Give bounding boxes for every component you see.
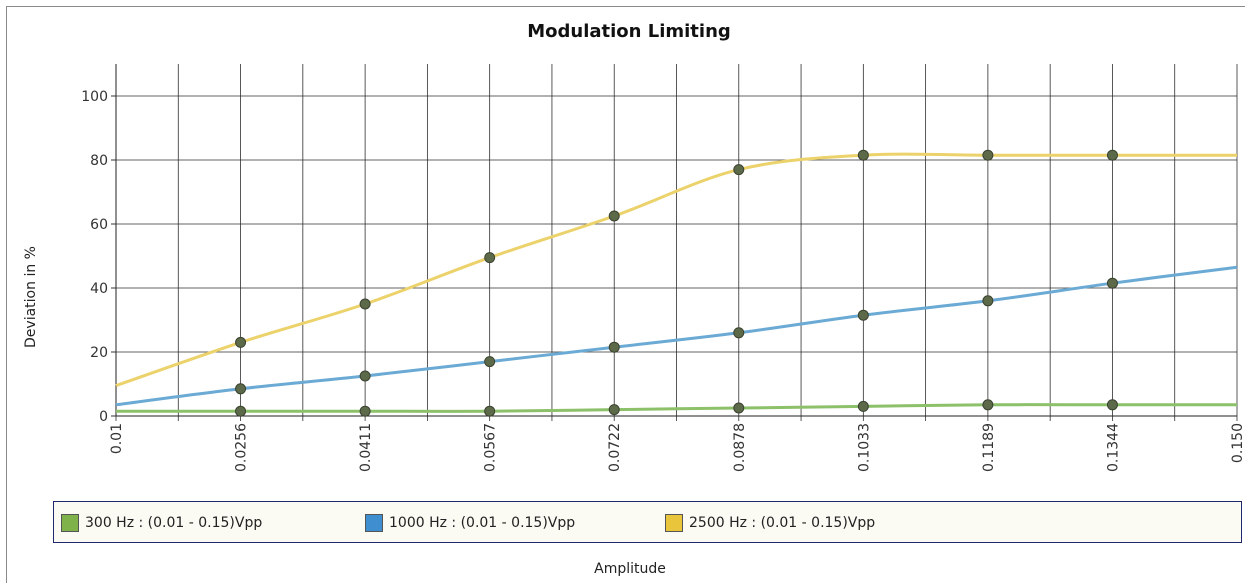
chart-title: Modulation Limiting: [527, 21, 731, 42]
y-axis-label: Deviation in %: [23, 246, 39, 348]
series-2-point: [484, 252, 496, 264]
series-2-point: [608, 210, 620, 222]
series-0-point: [733, 402, 745, 414]
series-2-point: [235, 336, 247, 348]
legend-label-1000hz: 1000 Hz : (0.01 - 0.15)Vpp: [389, 515, 576, 531]
legend: 300 Hz : (0.01 - 0.15)Vpp 1000 Hz : (0.0…: [53, 501, 1242, 543]
series-0-point: [1106, 399, 1118, 411]
series-0-point: [235, 405, 247, 417]
y-tick-label: 100: [81, 89, 108, 105]
legend-label-2500hz: 2500 Hz : (0.01 - 0.15)Vpp: [689, 515, 876, 531]
y-tick-label: 20: [90, 345, 108, 361]
grid: [115, 64, 1238, 421]
series-2-point: [1106, 149, 1118, 161]
series-1-point: [982, 295, 994, 307]
series-1-point: [484, 356, 496, 368]
series-2-point: [857, 149, 869, 161]
series-1-point: [235, 383, 247, 395]
x-axis-label: Amplitude: [594, 561, 666, 577]
series-0-point: [359, 405, 371, 417]
series-line-2: [115, 152, 1237, 388]
y-tick-label: 0: [99, 409, 108, 425]
legend-swatch-300hz: [61, 514, 79, 532]
legend-swatch-2500hz: [665, 514, 683, 532]
x-tick-label: 0.0411: [358, 423, 374, 472]
series-0-point: [608, 404, 620, 416]
x-tick-label: 0.0878: [732, 423, 748, 472]
series-2-point: [733, 164, 745, 176]
series-2-point: [982, 149, 994, 161]
y-tick-label: 60: [90, 217, 108, 233]
x-tick-label: 0.0722: [607, 423, 623, 472]
x-tick-labels: 0.01 0.0256 0.0411 0.0567 0.0722 0.0878 0.1033…: [109, 423, 1246, 472]
series-1-point: [359, 370, 371, 382]
series-1-point: [1106, 277, 1118, 289]
x-tick-label: 0.1189: [981, 423, 997, 472]
series-1-point: [857, 309, 869, 321]
x-tick-label: 0.0567: [483, 423, 499, 472]
series-line-1: [115, 265, 1238, 407]
x-tick-label: 0.1033: [856, 423, 872, 472]
legend-item-300hz: 300 Hz : (0.01 - 0.15)Vpp: [61, 512, 262, 534]
series-0-point: [484, 405, 496, 417]
series-1-point: [608, 341, 620, 353]
series-line-0: [116, 403, 1237, 413]
y-tick-labels: 0 20 40 60 80 100: [81, 89, 116, 425]
legend-swatch-1000hz: [365, 514, 383, 532]
x-tick-label: 0.01: [109, 423, 125, 454]
legend-label-300hz: 300 Hz : (0.01 - 0.15)Vpp: [85, 515, 263, 531]
series-0-point: [857, 400, 869, 412]
y-tick-label: 40: [90, 281, 108, 297]
series-2-point: [359, 298, 371, 310]
x-tick-label: 0.0256: [234, 423, 250, 472]
y-tick-label: 80: [90, 153, 108, 169]
series-1-point: [733, 327, 745, 339]
x-tick-label: 0.150: [1230, 423, 1246, 463]
legend-item-2500hz: 2500 Hz : (0.01 - 0.15)Vpp: [665, 512, 875, 534]
series-0-point: [982, 399, 994, 411]
x-tick-label: 0.1344: [1105, 423, 1121, 472]
legend-item-1000hz: 1000 Hz : (0.01 - 0.15)Vpp: [365, 512, 575, 534]
series-layer: [115, 149, 1238, 417]
